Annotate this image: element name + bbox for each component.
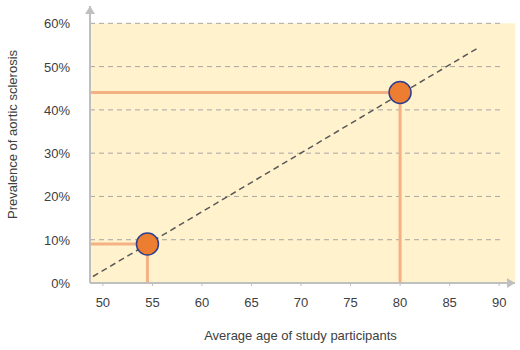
y-axis-title: Prevalence of aortic sclerosis [5,49,20,219]
y-tick-label: 10% [44,233,70,248]
data-point [136,233,158,255]
grid-line [90,109,503,110]
guide-line [90,91,400,94]
x-tick-label: 75 [343,295,357,310]
x-tick-label: 70 [294,295,308,310]
guide-line [399,93,402,283]
plot-background [90,23,515,283]
y-axis-arrow [85,6,95,14]
x-tick-label: 50 [96,295,110,310]
x-tick-label: 65 [244,295,258,310]
x-axis-arrow [507,278,515,288]
chart: 0% 10% 20% 30% 40% 50% 60% 50 55 60 65 70 75 80 85 90 Av… [0,0,520,350]
x-axis [90,282,515,284]
x-tick-label: 55 [145,295,159,310]
x-axis-title: Average age of study participants [204,328,397,343]
data-point [389,82,411,104]
x-tick-label: 90 [492,295,506,310]
grid-line [90,153,503,154]
grid-line [90,66,503,67]
y-tick-label: 0% [51,276,70,291]
y-axis [89,6,91,283]
y-tick-label: 20% [44,189,70,204]
y-tick-label: 40% [44,103,70,118]
x-tick-label: 80 [393,295,407,310]
grid-line [90,23,503,24]
y-tick-label: 50% [44,60,70,75]
x-tick-label: 60 [195,295,209,310]
grid-line [90,196,503,197]
y-tick-label: 30% [44,146,70,161]
plot-marks [90,47,479,283]
x-tick-label: 85 [442,295,456,310]
y-tick-label: 60% [44,16,70,31]
trend-line [93,47,479,276]
